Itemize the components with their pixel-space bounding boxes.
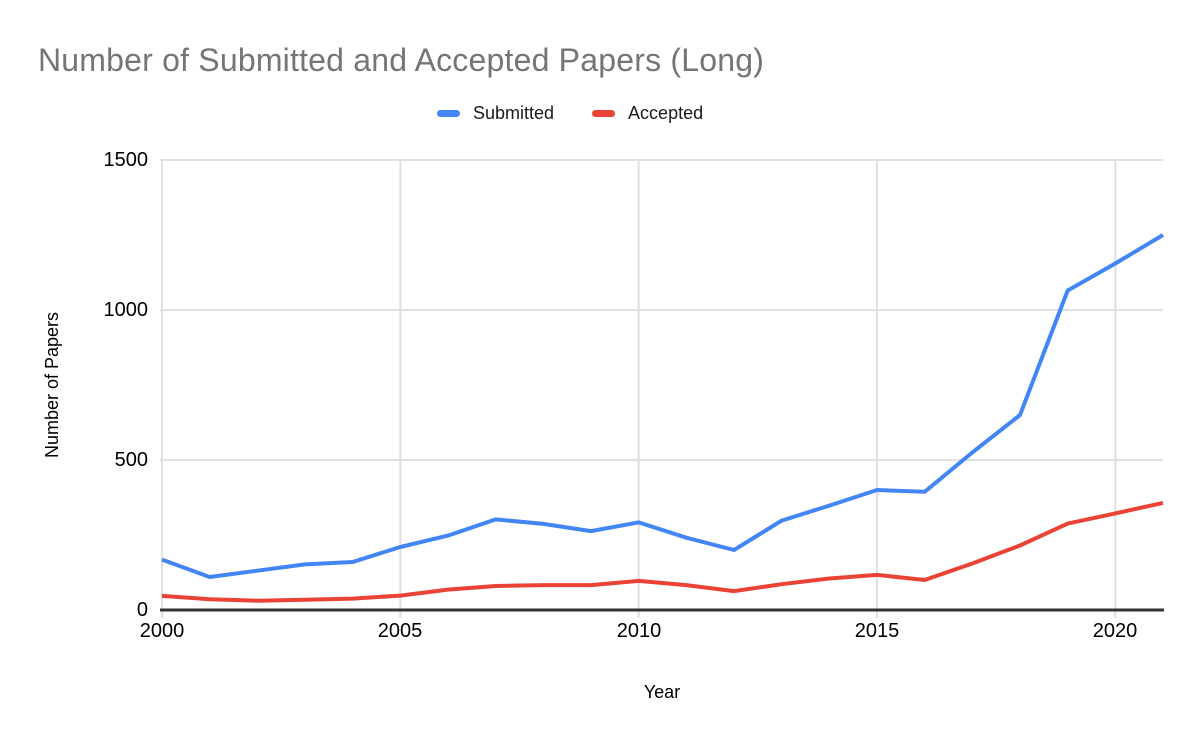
x-tick-2000: 2000 — [139, 620, 185, 642]
legend-label-accepted: Accepted — [628, 103, 704, 123]
x-tick-2020: 2020 — [1092, 620, 1138, 642]
x-axis-title: Year — [643, 682, 681, 702]
accepted-swatch-icon — [592, 110, 616, 117]
x-tick-2010: 2010 — [616, 620, 662, 642]
chart-title: Number of Submitted and Accepted Papers … — [38, 42, 765, 78]
y-axis-title: Number of Papers — [42, 311, 62, 459]
y-tick-1000: 1000 — [103, 299, 149, 321]
submitted-line — [161, 233, 1165, 579]
legend-label-submitted: Submitted — [473, 103, 555, 123]
accepted-line — [161, 500, 1164, 603]
legend: Submitted Accepted — [437, 103, 703, 124]
submitted-swatch-icon — [437, 110, 460, 117]
y-tick-1500: 1500 — [103, 149, 149, 171]
gridlines — [160, 159, 1163, 618]
y-tick-500: 500 — [114, 449, 148, 471]
legend-item-accepted: Accepted — [592, 103, 703, 124]
x-tick-2005: 2005 — [377, 620, 423, 642]
legend-item-submitted: Submitted — [437, 103, 554, 124]
y-tick-0: 0 — [136, 599, 148, 621]
x-tick-2015: 2015 — [854, 620, 900, 642]
